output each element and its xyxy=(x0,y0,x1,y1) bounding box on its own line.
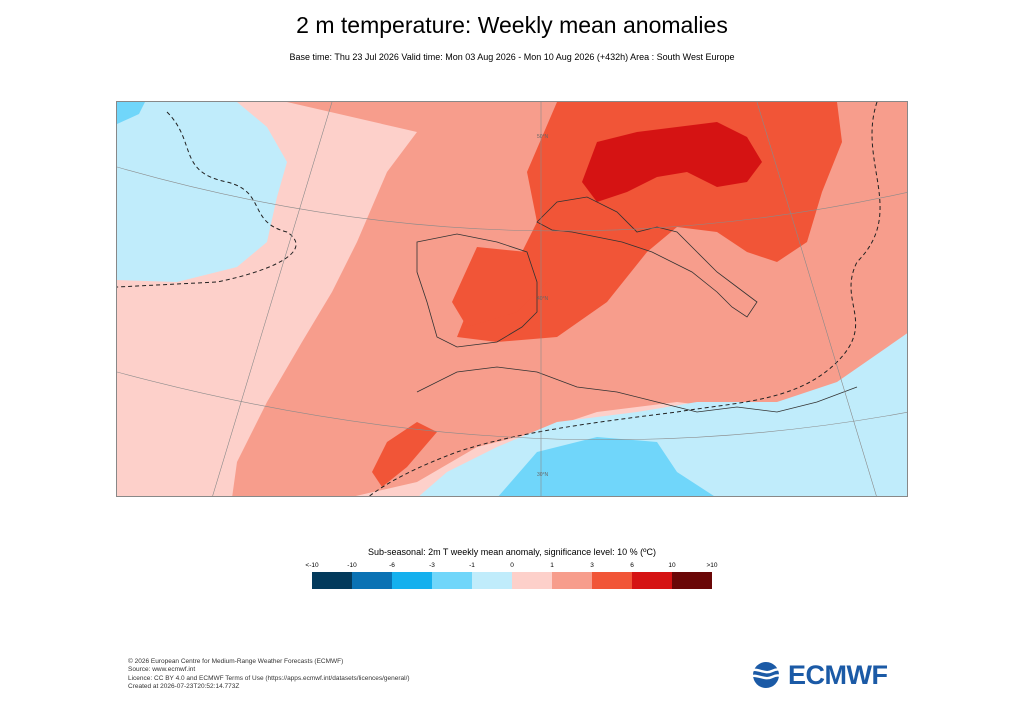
legend-tick: -10 xyxy=(347,562,357,569)
anomaly-zone-neg-3-1 xyxy=(498,437,714,496)
footer: © 2026 European Centre for Medium-Range … xyxy=(128,658,410,692)
legend-swatch xyxy=(672,572,712,589)
coastline xyxy=(536,196,758,318)
legend-tick: <-10 xyxy=(305,562,319,569)
created-text: Created at 2026-07-23T20:52:14.773Z xyxy=(128,683,240,691)
map-canvas: 50°N 40°N 30°N xyxy=(117,102,907,496)
legend-tick: 3 xyxy=(590,562,594,569)
graticule-label: 40°N xyxy=(537,296,549,302)
legend-tick: 1 xyxy=(550,562,554,569)
graticule-label: 50°N xyxy=(537,134,549,140)
legend-title: Sub-seasonal: 2m T weekly mean anomaly, … xyxy=(368,547,656,557)
ecmwf-globe-icon xyxy=(748,662,784,688)
legend-swatch xyxy=(432,572,472,589)
legend-swatch xyxy=(472,572,512,589)
legend-tick: -3 xyxy=(429,562,435,569)
legend-swatch xyxy=(632,572,672,589)
source-text: Source: www.ecmwf.int xyxy=(128,666,196,674)
anomaly-zone-6-10 xyxy=(582,122,762,202)
anomaly-zone-3-6 xyxy=(452,247,547,327)
legend-colorbar xyxy=(312,572,712,589)
significance-contour xyxy=(117,111,297,288)
legend-swatch xyxy=(592,572,632,589)
graticule-line xyxy=(117,371,907,441)
page-subtitle: Base time: Thu 23 Jul 2026 Valid time: M… xyxy=(289,52,735,62)
legend-tick: 6 xyxy=(630,562,634,569)
graticule-line xyxy=(117,166,907,232)
legend-tick: 10 xyxy=(668,562,676,569)
legend-swatch xyxy=(352,572,392,589)
graticule-label: 30°N xyxy=(537,472,549,478)
legend-swatch xyxy=(552,572,592,589)
graticule-line xyxy=(756,102,877,496)
legend-tick: -1 xyxy=(469,562,475,569)
anomaly-zone-neg-1-0 xyxy=(117,102,287,282)
legend-tick: -6 xyxy=(389,562,395,569)
legend-ticks: <-10 -10 -6 -3 -1 0 1 3 6 10 >10 xyxy=(305,562,717,572)
anomaly-zone-3-6 xyxy=(372,422,437,487)
legend-swatch xyxy=(512,572,552,589)
legend-tick: 0 xyxy=(510,562,514,569)
page-title: 2 m temperature: Weekly mean anomalies xyxy=(296,12,728,38)
ecmwf-logo: ECMWF xyxy=(748,659,888,690)
copyright-text: © 2026 European Centre for Medium-Range … xyxy=(128,658,344,665)
anomaly-map: 50°N 40°N 30°N xyxy=(116,101,908,497)
graticule-line xyxy=(212,102,333,496)
coastline xyxy=(416,233,538,348)
legend-swatch xyxy=(392,572,432,589)
significance-contour xyxy=(368,102,881,496)
ecmwf-logo-text: ECMWF xyxy=(788,659,888,690)
licence-text: Licence: CC BY 4.0 and ECMWF Terms of Us… xyxy=(128,674,410,682)
legend-tick: >10 xyxy=(706,562,718,569)
legend-swatch xyxy=(312,572,352,589)
anomaly-zone-neg-1-0 xyxy=(117,102,145,124)
coastline xyxy=(416,366,858,413)
